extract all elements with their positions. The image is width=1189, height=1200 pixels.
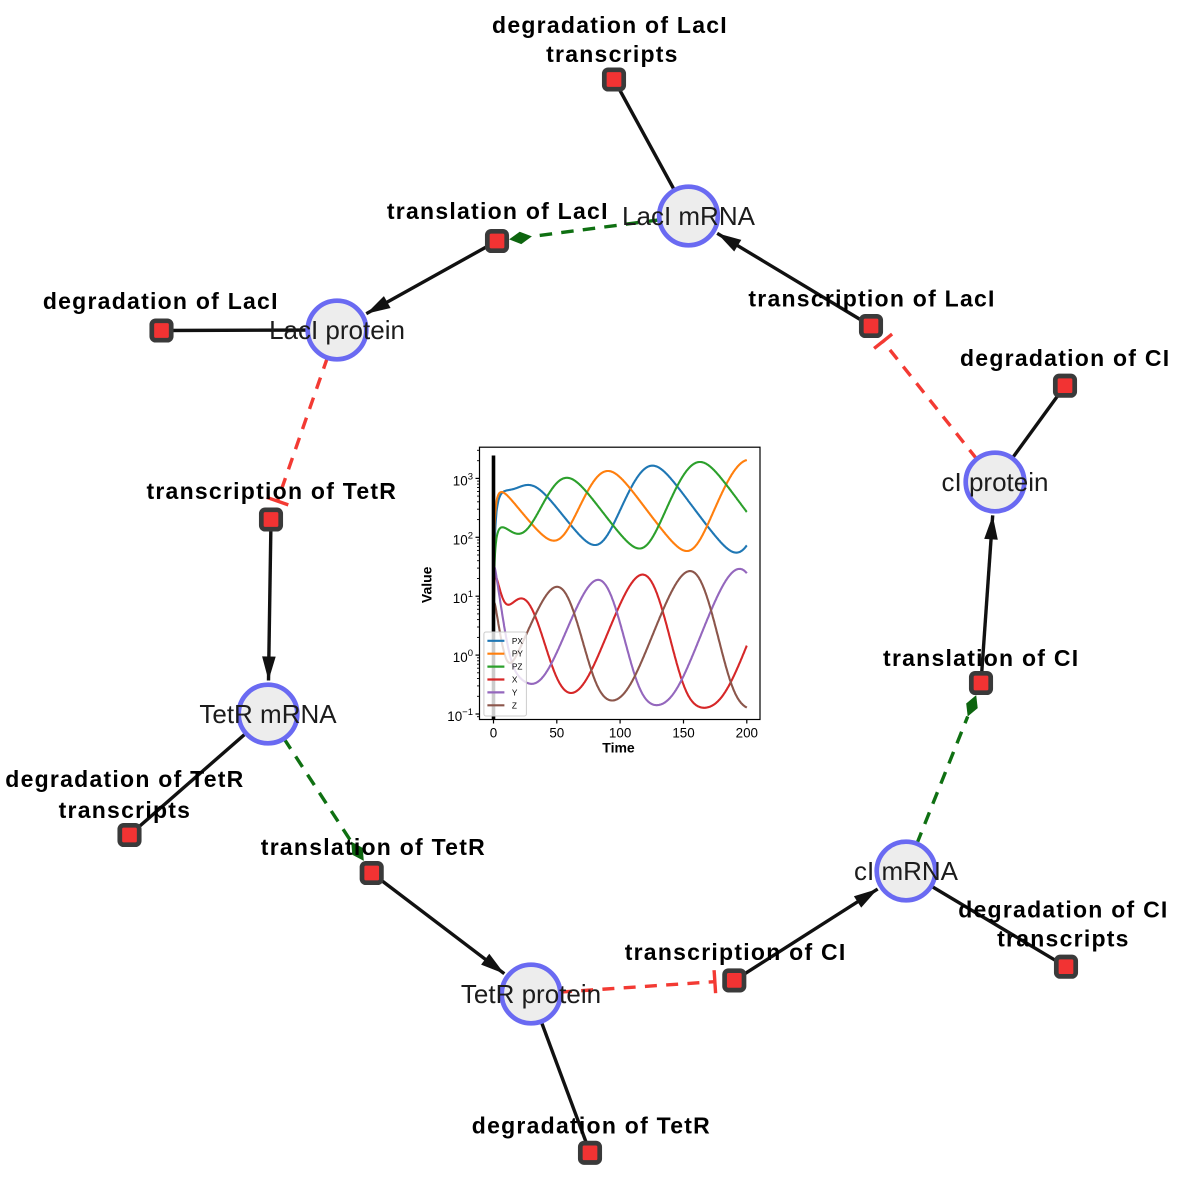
svg-text:translation of LacI: translation of LacI (387, 198, 609, 224)
svg-text:transcripts: transcripts (59, 797, 192, 823)
svg-text:101: 101 (453, 589, 473, 606)
svg-text:TetR mRNA: TetR mRNA (199, 699, 337, 729)
svg-text:degradation of LacI: degradation of LacI (43, 288, 279, 314)
svg-text:LacI mRNA: LacI mRNA (622, 201, 756, 231)
svg-text:10−1: 10−1 (447, 707, 473, 724)
svg-text:X: X (512, 675, 518, 685)
svg-text:100: 100 (609, 726, 631, 741)
svg-text:transcription of LacI: transcription of LacI (748, 286, 995, 312)
svg-text:50: 50 (549, 726, 564, 741)
svg-text:PX: PX (512, 636, 524, 646)
svg-text:degradation of TetR: degradation of TetR (5, 766, 244, 792)
svg-text:translation of CI: translation of CI (883, 645, 1079, 671)
svg-text:100: 100 (453, 648, 473, 665)
svg-text:103: 103 (453, 471, 473, 488)
svg-text:Time: Time (602, 740, 635, 756)
svg-text:transcripts: transcripts (546, 41, 679, 67)
svg-text:cI mRNA: cI mRNA (854, 856, 959, 886)
svg-text:transcription of CI: transcription of CI (625, 939, 847, 965)
svg-text:Z: Z (512, 700, 517, 710)
svg-text:102: 102 (453, 530, 473, 547)
svg-text:Y: Y (512, 687, 518, 697)
svg-text:LacI protein: LacI protein (269, 315, 405, 345)
svg-text:transcription of TetR: transcription of TetR (146, 478, 397, 504)
svg-text:TetR protein: TetR protein (461, 979, 601, 1009)
svg-text:150: 150 (672, 726, 694, 741)
svg-text:translation of TetR: translation of TetR (261, 834, 486, 860)
svg-text:PZ: PZ (512, 662, 523, 672)
svg-text:cI protein: cI protein (942, 467, 1049, 497)
svg-text:transcripts: transcripts (997, 926, 1130, 952)
svg-text:degradation of TetR: degradation of TetR (472, 1113, 711, 1139)
svg-text:0: 0 (490, 726, 497, 741)
svg-text:degradation of LacI: degradation of LacI (492, 12, 728, 38)
svg-text:degradation of CI: degradation of CI (960, 345, 1170, 371)
svg-text:200: 200 (736, 726, 758, 741)
svg-text:degradation of CI: degradation of CI (958, 897, 1168, 923)
svg-text:Value: Value (419, 566, 435, 603)
svg-text:PY: PY (512, 649, 524, 659)
